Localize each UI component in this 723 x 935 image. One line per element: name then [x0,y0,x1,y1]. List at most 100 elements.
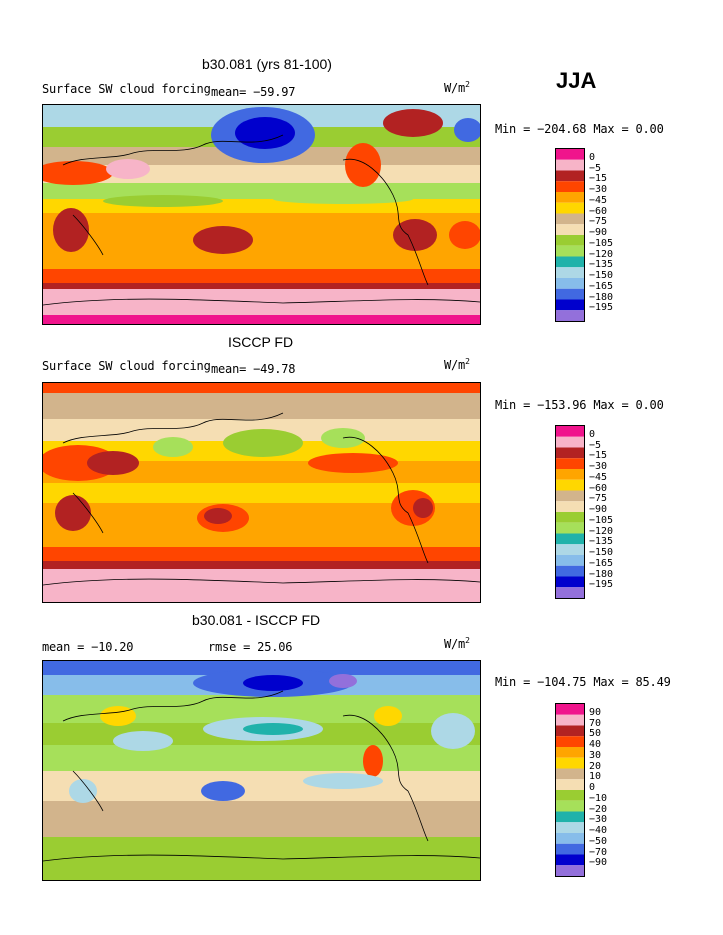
variable-label: Surface SW cloud forcing [42,359,211,373]
colorbar-tick: −195 [589,579,614,590]
colorbar-tick: −165 [589,558,614,569]
colorbar-swatch [556,736,584,747]
colorbar-swatch [556,565,584,577]
colorbar-swatch [556,811,584,823]
colorbar-swatch [556,256,584,268]
map-model [42,104,481,325]
difference-mean-label: mean = −10.20 [42,640,134,654]
colorbar-swatch [556,278,584,289]
colorbar-swatch [556,479,584,491]
colorbar-tick: −70 [589,847,608,858]
colorbar-tick: −120 [589,526,614,537]
colorbar-tick: −30 [589,814,608,825]
colorbar-swatch [556,202,584,214]
colorbar-tick: −60 [589,206,608,217]
min-max-label: Min = −104.75 Max = 85.49 [495,675,671,689]
colorbar-swatch [556,267,584,278]
variable-label: Surface SW cloud forcing [42,82,211,96]
colorbar-tick: −60 [589,483,608,494]
colorbar-swatch [556,822,584,833]
colorbar-swatch [556,512,584,523]
units-label: W/m2 [444,636,470,651]
panel-title: b30.081 (yrs 81-100) [202,56,332,72]
colorbar-tick: 10 [589,771,602,782]
colorbar-swatch [556,522,584,534]
colorbar-swatch [556,299,584,311]
min-max-label: Min = −153.96 Max = 0.00 [495,398,664,412]
colorbar-tick: −45 [589,195,608,206]
colorbar-swatch [556,768,584,780]
colorbar-swatch [556,235,584,246]
colorbar-swatch [556,288,584,300]
colorbar-swatch [556,458,584,469]
colorbar-swatch [556,159,584,171]
min-max-label: Min = −204.68 Max = 0.00 [495,122,664,136]
colorbar-swatch [556,447,584,459]
colorbar-tick: −90 [589,504,608,515]
colorbar-tick: −90 [589,227,608,238]
colorbar-swatch [556,181,584,192]
colorbar-swatch [556,192,584,203]
panel-title: ISCCP FD [228,334,294,350]
colorbar-tick: 0 [589,782,596,793]
colorbar-tick: 70 [589,718,602,729]
colorbar-swatch [556,714,584,726]
colorbar-tick: −15 [589,173,608,184]
colorbar-tick: −75 [589,493,608,504]
colorbar-tick: −105 [589,238,614,249]
colorbar-tick: −20 [589,804,608,815]
colorbar-tick: −165 [589,281,614,292]
colorbar-tick: 40 [589,739,602,750]
colorbar-tick: 30 [589,750,602,761]
colorbar-swatch [556,854,584,866]
colorbar-swatch [556,224,584,235]
map-difference [42,660,481,881]
colorbar-tick: −180 [589,292,614,303]
colorbar-model [555,148,585,322]
colorbar-swatch [556,865,584,876]
colorbar-swatch [556,757,584,769]
colorbar-tick: −5 [589,440,602,451]
colorbar-swatch [556,426,584,437]
colorbar-swatch [556,843,584,855]
units-label: W/m2 [444,357,470,372]
colorbar-swatch [556,587,584,598]
mean-label: mean= −59.97 [211,85,296,99]
colorbar-swatch [556,149,584,160]
colorbar-swatch [556,747,584,758]
colorbar-tick: −45 [589,472,608,483]
colorbar-swatch [556,436,584,448]
units-label: W/m2 [444,80,470,95]
season-label: JJA [556,68,597,93]
colorbar-tick: −105 [589,515,614,526]
colorbar-swatch [556,800,584,812]
colorbar-tick: −15 [589,450,608,461]
colorbar-tick: −30 [589,461,608,472]
colorbar-swatch [556,544,584,555]
colorbar-swatch [556,501,584,512]
colorbar-swatch [556,490,584,502]
colorbar-tick: −90 [589,857,608,868]
colorbar-tick: −150 [589,547,614,558]
colorbar-tick: −50 [589,836,608,847]
colorbar-tick: −5 [589,163,602,174]
map-observed [42,382,481,603]
colorbar-swatch [556,779,584,790]
colorbar-swatch [556,213,584,225]
colorbar-swatch [556,533,584,545]
colorbar-tick: 0 [589,152,596,163]
colorbar-tick: −135 [589,536,614,547]
colorbar-tick: −40 [589,825,608,836]
colorbar-tick: −10 [589,793,608,804]
colorbar-tick: −135 [589,259,614,270]
colorbar-tick: 20 [589,761,602,772]
panel-title: b30.081 - ISCCP FD [192,612,321,628]
mean-label: mean= −49.78 [211,362,296,376]
colorbar-tick: 0 [589,429,596,440]
colorbar-tick: 50 [589,728,602,739]
colorbar-tick: 90 [589,707,602,718]
colorbar-swatch [556,790,584,801]
colorbar-difference [555,703,585,877]
colorbar-tick: −75 [589,216,608,227]
colorbar-tick: −180 [589,569,614,580]
